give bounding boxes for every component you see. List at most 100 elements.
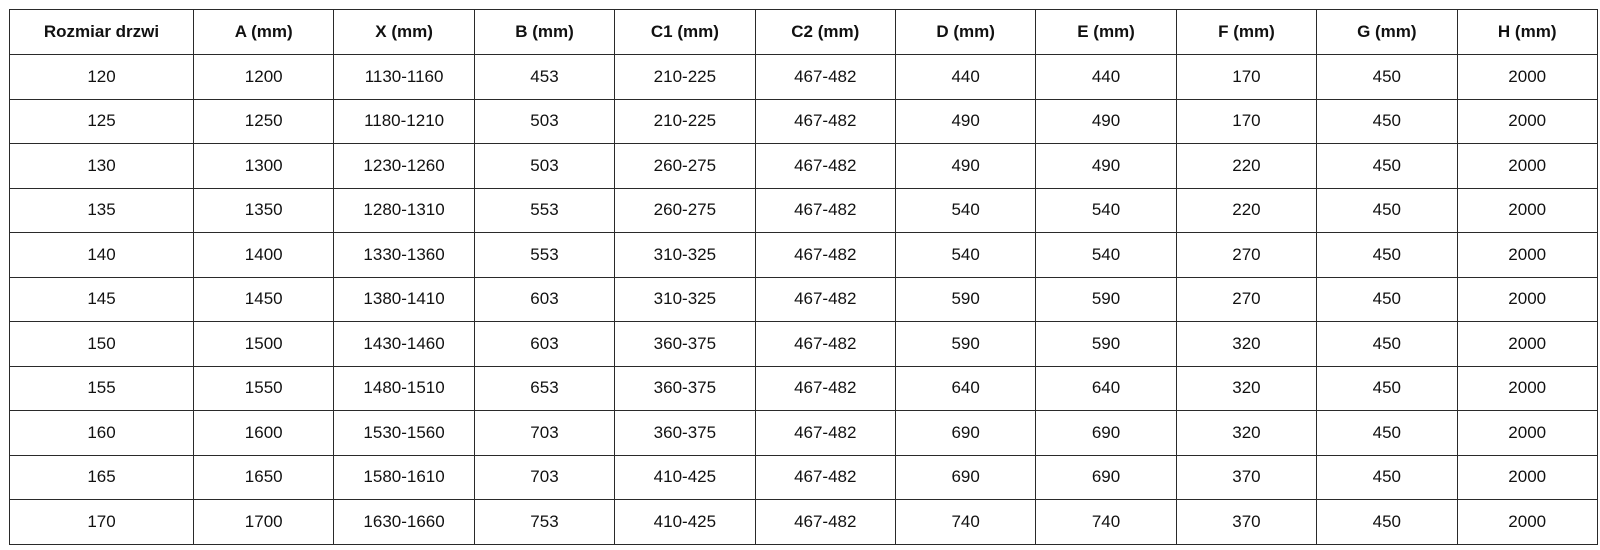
table-cell: 360-375 <box>614 410 756 456</box>
table-cell: 170 <box>1175 54 1318 100</box>
table-cell: 467-482 <box>754 410 896 456</box>
table-cell: 260-275 <box>614 143 756 189</box>
table-cell: 690 <box>1035 454 1177 500</box>
column-header: F (mm) <box>1175 9 1318 55</box>
table-cell: 1450 <box>192 276 335 322</box>
table-cell: 640 <box>894 365 1037 411</box>
table-cell: 1130-1160 <box>333 54 475 100</box>
table-cell: 450 <box>1316 143 1458 189</box>
table-cell: 370 <box>1175 499 1318 545</box>
table-cell: 1430-1460 <box>333 321 475 367</box>
table-cell: 690 <box>894 410 1037 456</box>
table-cell: 2000 <box>1456 365 1598 411</box>
table-cell: 260-275 <box>614 187 756 233</box>
table-cell: 490 <box>1035 143 1177 189</box>
table-cell: 740 <box>894 499 1037 545</box>
table-row: 120 1200 1130-1160 453 210-225 467-482 440 440 1… <box>9 54 1598 100</box>
table-cell: 310-325 <box>614 232 756 278</box>
table-cell: 1530-1560 <box>333 410 475 456</box>
table-cell: 270 <box>1175 232 1318 278</box>
table-cell: 140 <box>9 232 194 278</box>
table-cell: 603 <box>473 321 616 367</box>
table-cell: 1380-1410 <box>333 276 475 322</box>
table-cell: 467-482 <box>754 499 896 545</box>
table-row: 160 1600 1530-1560 703 360-375 467-482 690 690 3… <box>9 410 1598 456</box>
table-cell: 740 <box>1035 499 1177 545</box>
table-cell: 590 <box>894 321 1037 367</box>
column-header: D (mm) <box>894 9 1037 55</box>
column-header: Rozmiar drzwi <box>9 9 194 55</box>
table-row: 140 1400 1330-1360 553 310-325 467-482 540 540 2… <box>9 232 1598 278</box>
table-cell: 410-425 <box>614 499 756 545</box>
table-cell: 453 <box>473 54 616 100</box>
column-header: X (mm) <box>333 9 475 55</box>
table-cell: 467-482 <box>754 187 896 233</box>
table-cell: 467-482 <box>754 321 896 367</box>
table-cell: 450 <box>1316 98 1458 144</box>
table-cell: 490 <box>1035 98 1177 144</box>
table-cell: 440 <box>1035 54 1177 100</box>
table-cell: 540 <box>894 187 1037 233</box>
table-cell: 370 <box>1175 454 1318 500</box>
column-header: C2 (mm) <box>754 9 896 55</box>
table-cell: 753 <box>473 499 616 545</box>
table-cell: 1500 <box>192 321 335 367</box>
table-cell: 467-482 <box>754 98 896 144</box>
column-header: H (mm) <box>1456 9 1598 55</box>
table-cell: 210-225 <box>614 54 756 100</box>
table-cell: 1330-1360 <box>333 232 475 278</box>
table-cell: 540 <box>1035 187 1177 233</box>
table-row: 155 1550 1480-1510 653 360-375 467-482 640 640 3… <box>9 365 1598 411</box>
table-cell: 450 <box>1316 187 1458 233</box>
table-cell: 220 <box>1175 187 1318 233</box>
table-cell: 1280-1310 <box>333 187 475 233</box>
table-cell: 165 <box>9 454 194 500</box>
table-cell: 310-325 <box>614 276 756 322</box>
table-cell: 135 <box>9 187 194 233</box>
table-cell: 360-375 <box>614 365 756 411</box>
table-cell: 1630-1660 <box>333 499 475 545</box>
table-cell: 690 <box>1035 410 1177 456</box>
table-cell: 125 <box>9 98 194 144</box>
table-cell: 450 <box>1316 499 1458 545</box>
table-cell: 503 <box>473 98 616 144</box>
table-cell: 320 <box>1175 321 1318 367</box>
table-cell: 467-482 <box>754 365 896 411</box>
table-row: 130 1300 1230-1260 503 260-275 467-482 490 490 2… <box>9 143 1598 189</box>
table-cell: 590 <box>894 276 1037 322</box>
table-cell: 170 <box>9 499 194 545</box>
table-cell: 1400 <box>192 232 335 278</box>
table-cell: 170 <box>1175 98 1318 144</box>
table-cell: 1480-1510 <box>333 365 475 411</box>
table-cell: 450 <box>1316 410 1458 456</box>
table-cell: 703 <box>473 454 616 500</box>
table-cell: 450 <box>1316 365 1458 411</box>
table-cell: 467-482 <box>754 454 896 500</box>
table-cell: 440 <box>894 54 1037 100</box>
table-cell: 320 <box>1175 410 1318 456</box>
table-cell: 450 <box>1316 321 1458 367</box>
table-cell: 490 <box>894 98 1037 144</box>
table-cell: 553 <box>473 187 616 233</box>
table-cell: 2000 <box>1456 410 1598 456</box>
table-cell: 1700 <box>192 499 335 545</box>
table-cell: 2000 <box>1456 187 1598 233</box>
table-cell: 490 <box>894 143 1037 189</box>
table-cell: 210-225 <box>614 98 756 144</box>
header-row: Rozmiar drzwi A (mm) X (mm) B (mm) C1 (mm) C2… <box>9 9 1598 55</box>
table-cell: 590 <box>1035 321 1177 367</box>
table-cell: 503 <box>473 143 616 189</box>
table-cell: 690 <box>894 454 1037 500</box>
table-row: 135 1350 1280-1310 553 260-275 467-482 540 540 2… <box>9 187 1598 233</box>
table-cell: 2000 <box>1456 232 1598 278</box>
table-cell: 160 <box>9 410 194 456</box>
table-cell: 1200 <box>192 54 335 100</box>
table-cell: 155 <box>9 365 194 411</box>
table-cell: 467-482 <box>754 276 896 322</box>
column-header: G (mm) <box>1316 9 1458 55</box>
table-cell: 603 <box>473 276 616 322</box>
table-cell: 145 <box>9 276 194 322</box>
table-cell: 467-482 <box>754 54 896 100</box>
table-cell: 450 <box>1316 232 1458 278</box>
table-cell: 1550 <box>192 365 335 411</box>
